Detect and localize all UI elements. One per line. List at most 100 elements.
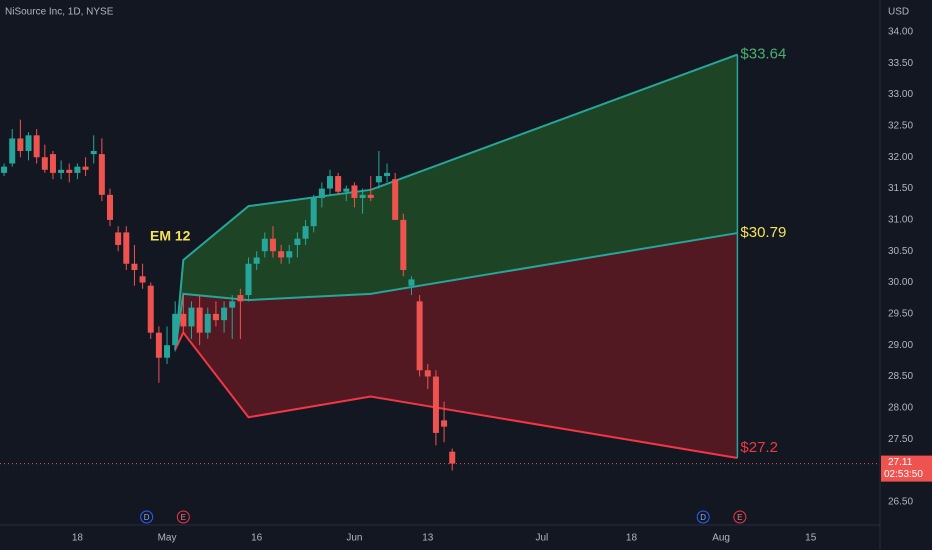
x-tick-label: 18 xyxy=(72,533,84,544)
x-tick-label: 16 xyxy=(251,533,263,544)
x-tick-label: 15 xyxy=(805,533,817,544)
y-tick-label: 31.50 xyxy=(888,183,913,194)
candle-body xyxy=(449,451,456,464)
candle-body xyxy=(261,238,268,252)
candle-body xyxy=(229,301,236,308)
candle-body xyxy=(164,345,171,358)
y-tick-label: 30.00 xyxy=(888,277,913,288)
event-icon xyxy=(176,510,190,524)
candle-body xyxy=(98,154,105,195)
candle-body xyxy=(33,135,40,158)
upper-label: $33.64 xyxy=(740,45,786,62)
y-tick-label: 32.00 xyxy=(888,152,913,163)
middle-label: $30.79 xyxy=(740,224,786,241)
x-tick-label: May xyxy=(158,533,177,544)
y-tick-label: 32.50 xyxy=(888,121,913,132)
candle-body xyxy=(172,313,179,346)
event-icon xyxy=(696,510,710,524)
candle-body xyxy=(302,226,309,239)
candle-body xyxy=(9,138,16,164)
y-tick-label: 30.50 xyxy=(888,246,913,257)
candle-body xyxy=(212,313,219,321)
event-label: E xyxy=(737,513,742,522)
lower-label: $27.2 xyxy=(740,439,778,456)
event-label: D xyxy=(700,513,706,522)
candle-body xyxy=(82,166,89,170)
y-tick-label: 29.50 xyxy=(888,309,913,320)
event-label: D xyxy=(144,513,150,522)
candle-body xyxy=(139,276,146,283)
candle-body xyxy=(335,176,342,192)
candle-body xyxy=(41,157,48,170)
candle-body xyxy=(66,169,73,173)
candle-body xyxy=(245,263,252,296)
candle-body xyxy=(90,150,97,155)
y-tick-label: 26.50 xyxy=(888,496,913,507)
candle-body xyxy=(196,307,203,333)
candle-body xyxy=(115,232,122,245)
candle-body xyxy=(392,179,399,220)
y-tick-label: 27.50 xyxy=(888,434,913,445)
annotation: EM 12 xyxy=(150,228,191,244)
candle-body xyxy=(17,138,24,151)
y-tick-label: 34.00 xyxy=(888,27,913,38)
upper-band-line xyxy=(174,53,738,350)
candle-body xyxy=(123,232,130,264)
candle-body xyxy=(155,332,162,358)
x-tick-label: Jul xyxy=(535,533,548,544)
candle-body xyxy=(424,370,431,377)
candle-body xyxy=(25,135,32,151)
candle-body xyxy=(375,176,382,183)
symbol-title: NiSource Inc, 1D, NYSE xyxy=(5,7,114,18)
lower-band-line xyxy=(174,330,738,459)
candle-body xyxy=(58,169,65,173)
candle-body xyxy=(107,194,113,220)
price-tag xyxy=(881,455,932,482)
currency: USD xyxy=(888,7,909,18)
candle-body xyxy=(432,376,439,433)
candle-body xyxy=(188,307,195,327)
candle-body xyxy=(131,263,138,271)
candle-body xyxy=(318,188,325,198)
candle-body xyxy=(359,194,366,198)
candle-body xyxy=(343,188,350,192)
x-tick-label: 13 xyxy=(422,533,434,544)
candle-body xyxy=(384,172,391,177)
event-label: E xyxy=(181,513,186,522)
candle-body xyxy=(221,307,228,321)
candle-body xyxy=(286,251,293,258)
x-tick-label: Jun xyxy=(346,533,362,544)
candle-body xyxy=(147,285,154,333)
candle-body xyxy=(351,185,358,198)
x-tick-label: 18 xyxy=(626,533,638,544)
price-tag-value: 27.11 xyxy=(888,457,913,468)
y-tick-label: 28.00 xyxy=(888,402,913,413)
candle-body xyxy=(327,176,333,189)
candle-body xyxy=(310,197,317,227)
candle-body xyxy=(49,154,56,173)
y-tick-label: 31.00 xyxy=(888,215,913,226)
candle-body xyxy=(367,194,374,198)
candle-body xyxy=(416,301,423,371)
candle-body xyxy=(441,420,448,427)
price-tag-countdown: 02:53:50 xyxy=(884,469,923,480)
y-tick-label: 29.00 xyxy=(888,340,913,351)
event-icon xyxy=(140,510,154,524)
candle-body xyxy=(408,279,415,286)
event-icon xyxy=(733,510,747,524)
y-tick-label: 28.50 xyxy=(888,371,913,382)
candle-body xyxy=(204,313,211,333)
candle-body xyxy=(237,295,244,302)
candle-body xyxy=(269,238,276,252)
y-tick-label: 33.50 xyxy=(888,58,913,69)
upper-band-fill xyxy=(175,54,738,350)
candle-body xyxy=(294,238,301,245)
candle-body xyxy=(180,313,187,327)
candle-body xyxy=(1,166,8,173)
candle-body xyxy=(74,166,81,173)
candle-body xyxy=(253,257,260,264)
x-tick-label: Aug xyxy=(712,533,730,544)
candle-body xyxy=(400,219,407,271)
y-tick-label: 33.00 xyxy=(888,89,913,100)
